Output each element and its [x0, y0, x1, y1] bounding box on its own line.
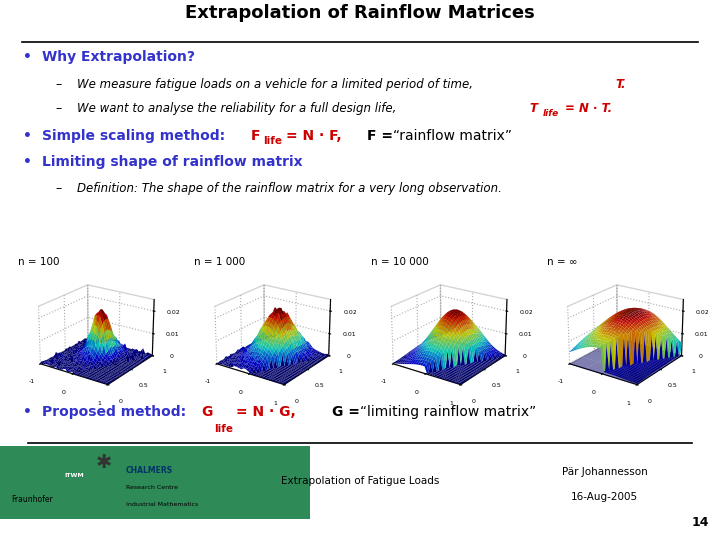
Text: Why Extrapolation?: Why Extrapolation?	[42, 50, 195, 64]
Text: ✱: ✱	[96, 453, 112, 472]
Text: life: life	[264, 136, 282, 146]
Text: G =: G =	[333, 405, 365, 419]
Text: ITWM: ITWM	[64, 473, 84, 478]
Text: life: life	[543, 109, 559, 118]
Text: = N · F,: = N · F,	[286, 129, 342, 143]
Text: –: –	[56, 103, 62, 116]
Text: Research Centre: Research Centre	[126, 485, 178, 490]
Text: n = 1 000: n = 1 000	[194, 257, 246, 267]
Text: Fraunhofer: Fraunhofer	[11, 495, 53, 504]
Text: “rainflow matrix”: “rainflow matrix”	[393, 129, 512, 143]
Text: •: •	[23, 50, 32, 64]
Text: Industrial Mathematics: Industrial Mathematics	[126, 502, 198, 507]
Text: life: life	[214, 424, 233, 434]
Text: n = 100: n = 100	[18, 257, 60, 267]
Text: Definition: The shape of the rainflow matrix for a very long observation.: Definition: The shape of the rainflow ma…	[76, 182, 502, 195]
Text: We measure fatigue loads on a vehicle for a limited period of time,: We measure fatigue loads on a vehicle fo…	[76, 78, 477, 91]
Text: •: •	[23, 156, 32, 170]
Text: –: –	[56, 78, 62, 91]
Text: = N · T.: = N · T.	[565, 103, 613, 116]
Text: Extrapolation of Fatigue Loads: Extrapolation of Fatigue Loads	[281, 476, 439, 487]
Text: 16-Aug-2005: 16-Aug-2005	[571, 492, 639, 503]
Text: Extrapolation of Rainflow Matrices: Extrapolation of Rainflow Matrices	[185, 4, 535, 22]
Text: Limiting shape of rainflow matrix: Limiting shape of rainflow matrix	[42, 156, 302, 170]
Text: F: F	[251, 129, 261, 143]
Text: F =: F =	[367, 129, 397, 143]
Text: T.: T.	[615, 78, 626, 91]
Text: •: •	[23, 129, 32, 143]
Text: T: T	[529, 103, 537, 116]
Text: 14: 14	[692, 516, 709, 530]
FancyBboxPatch shape	[0, 432, 310, 519]
Text: Simple scaling method:: Simple scaling method:	[42, 129, 230, 143]
Text: n = 10 000: n = 10 000	[371, 257, 428, 267]
Text: CHALMERS: CHALMERS	[126, 466, 173, 475]
Text: = N · G,: = N · G,	[235, 405, 295, 419]
Text: Proposed method:: Proposed method:	[42, 405, 191, 419]
Text: •: •	[23, 405, 32, 419]
Text: Pär Johannesson: Pär Johannesson	[562, 467, 648, 477]
Text: “limiting rainflow matrix”: “limiting rainflow matrix”	[360, 405, 536, 419]
Text: We want to analyse the reliability for a full design life,: We want to analyse the reliability for a…	[76, 103, 400, 116]
Text: n = ∞: n = ∞	[547, 257, 577, 267]
Text: –: –	[56, 182, 62, 195]
Text: G: G	[201, 405, 212, 419]
